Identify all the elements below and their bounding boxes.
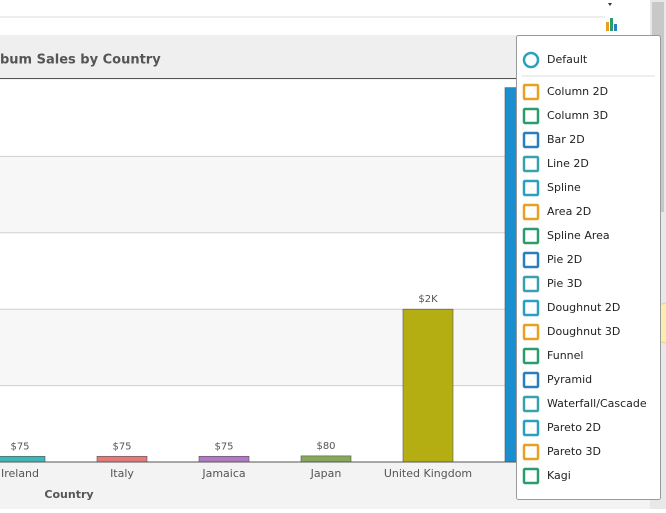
menu-item-icon [522, 179, 540, 197]
menu-item-icon [522, 443, 540, 461]
x-tick-label: United Kingdom [384, 467, 472, 480]
menu-item-icon [522, 251, 540, 269]
x-axis-title: Country [44, 488, 93, 501]
x-tick-label: Jamaica [201, 467, 245, 480]
bar [402, 308, 454, 463]
menu-item-icon [522, 83, 540, 101]
data-label: $80 [316, 441, 335, 452]
menu-item[interactable]: Doughnut 3D [522, 323, 620, 341]
menu-item-icon [522, 467, 540, 485]
menu-item-label: Pie 3D [547, 277, 582, 290]
data-label: $75 [214, 441, 233, 452]
menu-item-icon [522, 419, 540, 437]
menu-item-label: Line 2D [547, 157, 589, 170]
bar [96, 455, 148, 463]
menu-item[interactable]: Spline Area [522, 227, 610, 245]
chart-title: bum Sales by Country [0, 53, 161, 68]
menu-item[interactable]: Funnel [522, 347, 583, 365]
bar [0, 455, 46, 463]
chart-type-button[interactable] [606, 18, 617, 31]
menu-item[interactable]: Pyramid [522, 371, 592, 389]
menu-item-label: Pareto 2D [547, 421, 601, 434]
menu-item-label: Waterfall/Cascade [547, 397, 647, 410]
menu-item[interactable]: Spline [522, 179, 581, 197]
bar [300, 455, 352, 463]
data-label: $75 [112, 441, 131, 452]
menu-item-label: Pareto 3D [547, 445, 601, 458]
menu-item-icon [522, 299, 540, 317]
menu-item[interactable]: Bar 2D [522, 131, 585, 149]
menu-item-icon [522, 155, 540, 173]
dropdown-arrow[interactable] [608, 3, 612, 6]
menu-item-label: Kagi [547, 469, 571, 482]
menu-item[interactable]: Pie 3D [522, 275, 582, 293]
menu-item-icon [522, 227, 540, 245]
menu-item-label: Doughnut 2D [547, 301, 620, 314]
x-tick-label: Ireland [1, 467, 39, 480]
menu-item-label: Bar 2D [547, 133, 585, 146]
menu-item-label: Area 2D [547, 205, 591, 218]
menu-item-icon [522, 203, 540, 221]
x-tick-label: Italy [110, 467, 134, 480]
menu-item[interactable]: Column 3D [522, 107, 608, 125]
bar [198, 455, 250, 463]
x-tick-label: Japan [310, 467, 342, 480]
menu-item[interactable]: Column 2D [522, 83, 608, 101]
menu-item-icon [522, 107, 540, 125]
menu-item-label: Pyramid [547, 373, 592, 386]
menu-item-label: Column 3D [547, 109, 608, 122]
menu-item[interactable]: Line 2D [522, 155, 589, 173]
menu-item-icon [522, 51, 540, 69]
chart-type-menu [516, 35, 661, 500]
menu-item-label: Funnel [547, 349, 583, 362]
menu-item-label: Spline Area [547, 229, 610, 242]
menu-item[interactable]: Area 2D [522, 203, 591, 221]
menu-item-icon [522, 275, 540, 293]
menu-item-label: Pie 2D [547, 253, 582, 266]
menu-item-label: Spline [547, 181, 581, 194]
menu-item[interactable]: Waterfall/Cascade [522, 395, 647, 413]
menu-item-icon [522, 323, 540, 341]
data-label: $2K [418, 294, 438, 305]
menu-item[interactable]: Pareto 3D [522, 443, 601, 461]
menu-item-icon [522, 347, 540, 365]
menu-item[interactable]: Pareto 2D [522, 419, 601, 437]
menu-item-icon [522, 395, 540, 413]
menu-items: Default Column 2D Column 3D Bar 2D Line 2D Sp… [522, 51, 655, 485]
menu-item-label: Doughnut 3D [547, 325, 620, 338]
menu-item[interactable]: Default [522, 51, 588, 69]
menu-item[interactable]: Kagi [522, 467, 571, 485]
menu-item-label: Default [547, 53, 588, 66]
menu-item-icon [522, 371, 540, 389]
menu-item[interactable]: Doughnut 2D [522, 299, 620, 317]
data-label: $75 [10, 441, 29, 452]
menu-item[interactable]: Pie 2D [522, 251, 582, 269]
menu-item-icon [522, 131, 540, 149]
menu-item-label: Column 2D [547, 85, 608, 98]
